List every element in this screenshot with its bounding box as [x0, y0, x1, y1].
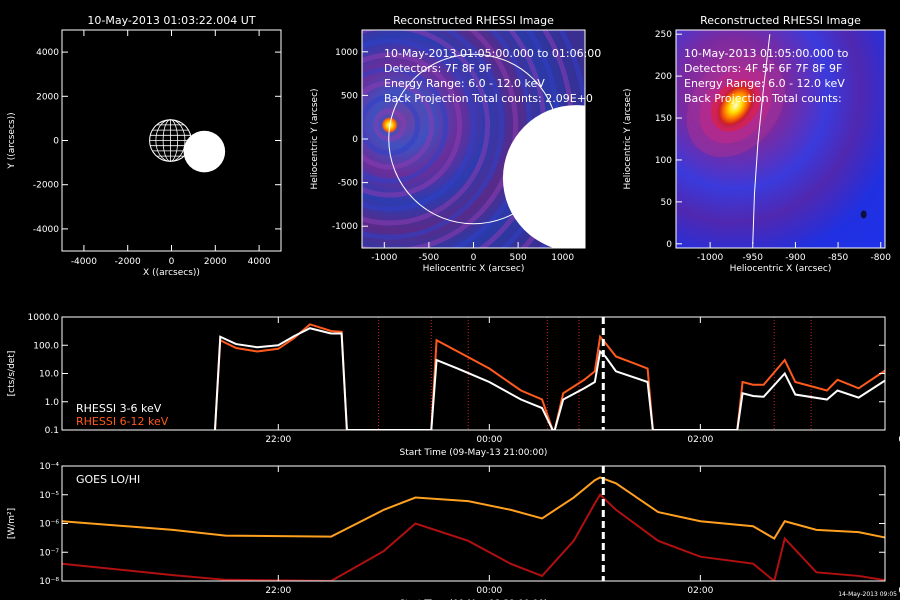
panel3-x-tick-label: -850	[828, 253, 849, 263]
panel1-y-tick-label: 4000	[36, 48, 59, 58]
panel1-x-tick-label: -2000	[115, 257, 141, 267]
goes-x-tick-label: 22:00	[265, 586, 291, 596]
rhessi-x-tick-label: 00:00	[476, 435, 502, 445]
panel2-y-tick-label: 0	[352, 135, 358, 145]
goes-series-0	[62, 476, 885, 540]
panel3-y-label: Heliocentric Y (arcsec)	[623, 88, 633, 189]
panel1-x-tick-label: -4000	[71, 257, 97, 267]
panel2-y-tick-label: -1000	[332, 222, 358, 232]
panel1-title: 10-May-2013 01:03:22.004 UT	[87, 14, 255, 27]
panel2-annotation: Energy Range: 6.0 - 12.0 keV	[384, 77, 545, 90]
rhessi-x-tick-label: 02:00	[687, 435, 713, 445]
panel3-title: Reconstructed RHESSI Image	[700, 14, 861, 27]
panel2-ring-artifact	[362, 38, 477, 212]
rhessi-axes-frame	[61, 316, 886, 431]
panel3-y-tick-label: 100	[655, 156, 672, 166]
panel2-plot-area	[362, 30, 585, 248]
panel3-annotation: 10-May-2013 01:05:00.000 to	[684, 47, 849, 60]
panel3-y-tick-label: 200	[655, 72, 672, 82]
rhessi-legend-3-6kev: RHESSI 3-6 keV	[76, 402, 162, 415]
panel2-x-tick-label: -1000	[371, 253, 397, 263]
panel3-x-tick-label: -900	[785, 253, 806, 263]
rhessi-y-tick-label: 0.1	[45, 426, 59, 436]
panel3-plot-area	[676, 30, 885, 248]
panel3-y-tick-label: 150	[655, 114, 672, 124]
panel3-annotation: Back Projection Total counts:	[684, 92, 842, 105]
panel2-x-tick-label: -500	[419, 253, 440, 263]
panel2-ring-artifact	[362, 66, 449, 184]
rhessi-series-1	[213, 323, 885, 430]
panel2-y-label: Heliocentric Y (arcsec)	[310, 88, 320, 189]
panel1-x-tick-label: 2000	[204, 257, 227, 267]
panel1-y-tick-label: 2000	[36, 92, 59, 102]
panel1-x-tick-label: 0	[169, 257, 175, 267]
panel1-x-tick-label: 4000	[248, 257, 271, 267]
rhessi-x-tick-label: 04:00	[898, 435, 900, 445]
goes-y-tick-label: 10⁻⁸	[39, 577, 59, 587]
panel2-x-tick-label: 0	[471, 253, 477, 263]
plot-timestamp-footer: 14-May-2013 09:05	[838, 591, 897, 598]
rhessi-plot-area	[213, 317, 885, 430]
panel3-dark-spot	[860, 210, 867, 219]
panel2-ring-artifact	[362, 30, 505, 240]
panel3-x-tick-label: -950	[743, 253, 764, 263]
panel1-y-tick-label: -4000	[33, 225, 59, 235]
rhessi-y-label: [cts/s/det]	[7, 351, 17, 397]
panel3-axes-frame	[675, 29, 886, 249]
panel2-ring-artifact	[362, 80, 435, 170]
goes-y-tick-label: 10⁻⁶	[39, 520, 59, 530]
panel1-y-tick-label: -2000	[33, 181, 59, 191]
panel2-annotation: 10-May-2013 01:05:00.000 to 01:06:00	[384, 47, 601, 60]
goes-y-tick-label: 10⁻⁷	[39, 548, 59, 558]
panel1-y-tick-label: 0	[53, 137, 59, 147]
panel2-ring-artifact	[373, 108, 407, 142]
panel2-ring-artifact	[362, 52, 463, 198]
goes-x-tick-label: 02:00	[687, 586, 713, 596]
panel2-y-tick-label: -500	[338, 179, 359, 189]
rhessi-x-tick-label: 22:00	[265, 435, 291, 445]
panel3-x-tick-label: -1000	[697, 253, 723, 263]
panel1-y-label: Y ((arcsecs))	[7, 112, 17, 169]
rhessi-series-0	[213, 327, 885, 430]
goes-legend: GOES LO/HI	[76, 473, 140, 486]
panel3-x-label: Heliocentric X (arcsec)	[730, 264, 832, 274]
goes-axes-frame	[61, 465, 886, 582]
rhessi-y-tick-label: 10.0	[39, 370, 59, 380]
rhessi-legend-6-12kev: RHESSI 6-12 keV	[76, 415, 169, 428]
panel3-x-tick-label: -800	[871, 253, 892, 263]
panel1-plot-area	[149, 119, 226, 173]
goes-plot-area	[62, 466, 885, 581]
rhessi-y-tick-label: 100.0	[33, 341, 59, 351]
panel2-occulter-disk	[502, 105, 585, 248]
goes-y-tick-label: 10⁻⁴	[39, 462, 59, 472]
panel2-annotation: Detectors: 7F 8F 9F	[384, 62, 492, 75]
goes-x-tick-label: 00:00	[476, 586, 502, 596]
goes-y-tick-label: 10⁻⁵	[39, 491, 59, 501]
rhessi-x-label: Start Time (09-May-13 21:00:00)	[400, 448, 548, 458]
goes-x-tick-label: 04:00	[898, 586, 900, 596]
panel2-ring-artifact	[362, 30, 491, 226]
panel3-y-tick-label: 250	[655, 30, 672, 40]
panel3-solar-limb	[752, 34, 771, 244]
goes-y-label: [W/m²]	[7, 508, 17, 539]
panel3-y-tick-label: 0	[666, 240, 672, 250]
panel2-x-tick-label: 1000	[551, 253, 574, 263]
panel3-annotation: Detectors: 4F 5F 6F 7F 8F 9F	[684, 62, 842, 75]
panel2-y-tick-label: 500	[341, 91, 358, 101]
sun-disk	[183, 130, 226, 173]
panel3-source-blob	[715, 82, 757, 129]
goes-series-1	[62, 493, 885, 581]
panel2-title: Reconstructed RHESSI Image	[393, 14, 554, 27]
rhessi-y-tick-label: 1.0	[45, 398, 60, 408]
panel3-annotation: Energy Range: 6.0 - 12.0 keV	[684, 77, 845, 90]
panel2-ring-artifact	[362, 30, 519, 248]
panel2-y-tick-label: 1000	[335, 48, 358, 58]
panel1-x-label: X ((arcsecs))	[143, 268, 200, 278]
rhessi-y-tick-label: 1000.0	[28, 313, 60, 323]
panel2-annotation: Back Projection Total counts: 2.09E+0	[384, 92, 593, 105]
panel2-x-label: Heliocentric X (arcsec)	[423, 264, 525, 274]
panel3-y-tick-label: 50	[661, 198, 673, 208]
panel2-x-tick-label: 500	[510, 253, 527, 263]
